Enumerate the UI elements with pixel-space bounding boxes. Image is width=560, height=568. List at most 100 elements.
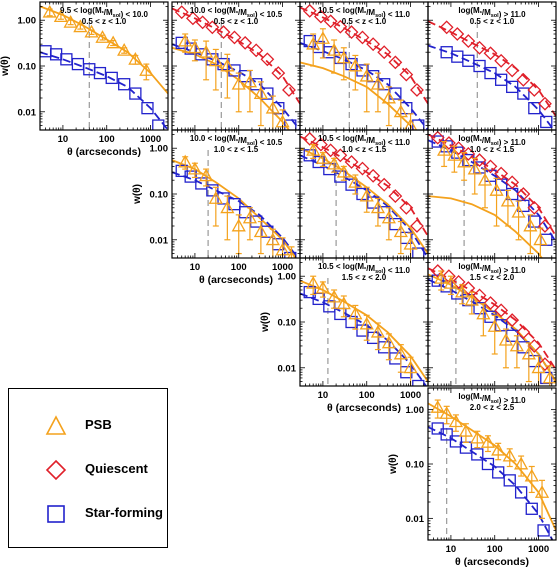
starforming-point	[537, 524, 550, 537]
y-tick-label: 0.01	[150, 235, 169, 246]
starforming-point	[506, 80, 519, 94]
psb-point	[524, 468, 539, 482]
panel-mass-label: 10.5 < log(M*/Msol) < 11.0	[318, 6, 410, 19]
panel-7: 1.0 < z < 1.5	[427, 129, 557, 259]
starforming-model-line	[40, 51, 168, 130]
starforming-point	[129, 87, 142, 100]
starforming-model-line	[428, 44, 556, 130]
panel-plot-area	[300, 275, 428, 386]
psb-point	[198, 168, 214, 182]
quiescent-point	[377, 177, 392, 192]
quiescent-point	[494, 303, 509, 318]
panel-3: 0.5 < z < 1.0	[299, 1, 429, 131]
panel-mass-label: log(M*/Msol) > 11.0	[458, 392, 526, 405]
quiescent-point	[472, 40, 487, 55]
starforming-point	[118, 78, 131, 91]
quiescent-point	[238, 35, 253, 50]
psb-point	[178, 154, 193, 168]
psb-point	[381, 335, 396, 349]
starforming-point	[412, 119, 425, 130]
quiescent-point	[323, 143, 338, 158]
starforming-point	[366, 331, 380, 345]
quiescent-point	[538, 357, 552, 372]
quiescent-point	[505, 63, 520, 78]
quiescent-point	[323, 14, 338, 29]
panel-mass-label: 10.0 < log(M*/Msol) < 10.5	[190, 6, 283, 19]
legend-label-quiescent: Quiescent	[85, 461, 148, 476]
panel-mass-label: log(M*/Msol) > 11.0	[458, 262, 526, 275]
quiescent-point	[344, 25, 359, 40]
psb-point	[53, 9, 69, 23]
quiescent-point	[439, 20, 454, 35]
quiescent-point	[399, 67, 414, 82]
diamond-icon	[45, 459, 67, 481]
psb-point	[443, 275, 459, 289]
panel-mass-label: log(M*/Msol) > 11.0	[458, 6, 526, 19]
psb-point	[393, 346, 408, 360]
psb-point	[326, 289, 342, 303]
psb-point	[467, 161, 482, 175]
panel-plot-area	[428, 20, 556, 130]
quiescent-point	[344, 155, 359, 169]
psb-point	[187, 161, 203, 175]
psb-point	[287, 250, 296, 258]
quiescent-point	[483, 159, 498, 174]
quiescent-point	[313, 137, 328, 152]
starforming-model-line	[172, 171, 300, 258]
quiescent-point	[505, 313, 520, 328]
starforming-point	[514, 486, 528, 499]
psb-point	[404, 118, 418, 130]
psb-point	[464, 292, 479, 306]
psb-point	[348, 58, 363, 72]
quiescent-point	[494, 53, 509, 68]
panel-mass-label: 10.5 < log(M*/Msol) < 11.0	[318, 262, 410, 275]
panel-6: 1.0 < z < 1.5	[299, 129, 429, 259]
psb-point	[106, 35, 121, 49]
starforming-point	[481, 457, 495, 471]
x-tick-label: 100	[99, 134, 115, 145]
psb-point	[491, 442, 506, 456]
starforming-point	[473, 59, 486, 73]
psb-point	[500, 193, 516, 207]
quiescent-point	[249, 43, 264, 58]
psb-point	[533, 232, 548, 246]
quiescent-point	[313, 9, 328, 24]
psb-point	[220, 200, 235, 214]
quiescent-point	[174, 5, 189, 20]
starforming-point	[49, 48, 63, 61]
x-tick-label: 1000	[272, 262, 293, 273]
psb-point	[480, 435, 496, 448]
psb-point	[42, 4, 57, 18]
quiescent-point	[333, 19, 348, 34]
panel-mass-label: 10.0 < log(M*/Msol) < 10.5	[190, 134, 283, 147]
x-axis-label: θ (arcseconds)	[199, 274, 273, 286]
starforming-point	[484, 310, 497, 323]
panel-z-label: 1.0 < z < 1.5	[470, 145, 515, 154]
psb-point	[393, 104, 408, 118]
psb-point	[326, 156, 342, 170]
psb-point	[242, 74, 258, 88]
psb-point	[253, 86, 268, 100]
starforming-point	[540, 371, 553, 385]
panel-mass-label: 10.5 < log(M*/Msol) < 11.0	[318, 134, 410, 147]
panel-z-label: 2.0 < z < 2.5	[470, 403, 515, 412]
psb-point	[315, 280, 331, 294]
psb-point	[359, 188, 374, 202]
quiescent-point	[399, 200, 414, 215]
starforming-point	[60, 53, 73, 66]
quiescent-point	[516, 72, 531, 87]
quiescent-point	[516, 187, 531, 201]
quiescent-point	[483, 46, 498, 61]
y-tick-label: 0.10	[278, 318, 297, 329]
starforming-point	[345, 315, 358, 329]
panel-mass-label: 9.5 < log(M*/Msol) < 10.0	[60, 6, 148, 19]
psb-point	[117, 42, 132, 56]
psb-point	[498, 332, 514, 346]
legend-item-psb: PSB	[9, 411, 167, 441]
starforming-point	[152, 119, 165, 130]
psb-point	[359, 316, 374, 330]
psb-point	[381, 90, 396, 104]
y-axis-label: w(θ)	[132, 184, 143, 205]
